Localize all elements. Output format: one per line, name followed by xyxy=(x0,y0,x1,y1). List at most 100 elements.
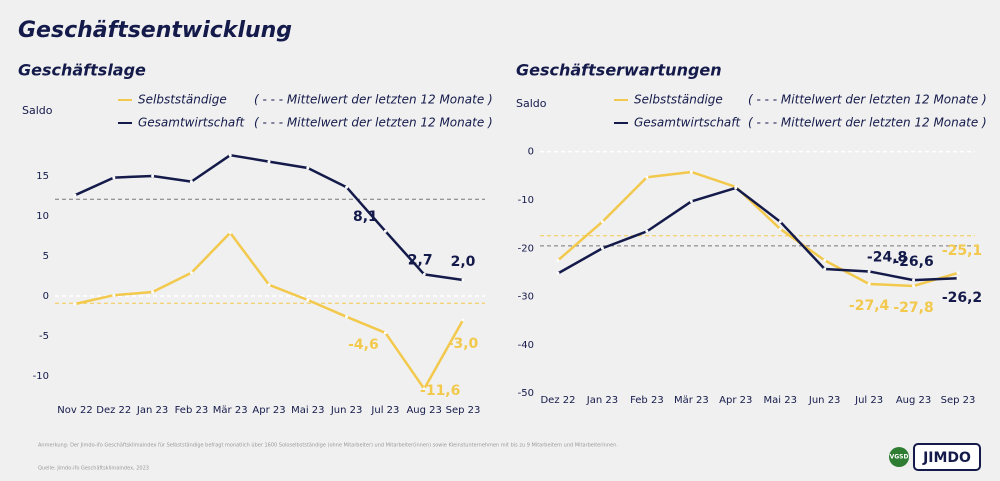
y-tick-label: 0 xyxy=(528,147,534,158)
value-label: -24,8 xyxy=(867,249,907,265)
data-point xyxy=(383,331,387,335)
x-tick-label: Sep 23 xyxy=(941,395,976,406)
x-tick-label: Feb 23 xyxy=(175,405,209,416)
data-point xyxy=(151,290,155,294)
chart-title: Geschäftserwartungen xyxy=(516,61,722,80)
x-tick-label: Dez 22 xyxy=(96,405,131,416)
data-point xyxy=(645,175,649,179)
legend-mean-label: ( - - - Mittelwert der letzten 12 Monate… xyxy=(748,93,987,107)
x-tick-label: Jul 23 xyxy=(370,405,399,416)
legend-label: Selbstständige xyxy=(634,93,723,107)
data-point xyxy=(689,199,693,203)
x-tick-label: Apr 23 xyxy=(719,395,752,406)
x-tick-label: Mai 23 xyxy=(764,395,797,406)
y-tick-label: -20 xyxy=(518,243,534,254)
data-point xyxy=(189,271,193,275)
data-point xyxy=(228,153,232,157)
legend-label: Selbstständige xyxy=(138,93,227,107)
value-label: 2,0 xyxy=(451,254,476,270)
y-tick-label: -30 xyxy=(518,292,534,303)
x-tick-label: Mär 23 xyxy=(674,395,709,406)
chart-title: Geschäftslage xyxy=(18,61,146,80)
x-tick-label: Mai 23 xyxy=(291,405,324,416)
x-tick-label: Sep 23 xyxy=(446,405,481,416)
data-point xyxy=(383,229,387,233)
x-tick-label: Aug 23 xyxy=(406,405,441,416)
data-point xyxy=(73,302,77,306)
y-tick-label: -40 xyxy=(518,340,534,351)
legend-mean-label: ( - - - Mittelwert der letzten 12 Monate… xyxy=(748,116,987,130)
data-point xyxy=(73,193,77,197)
legend-mean-label: ( - - - Mittelwert der letzten 12 Monate… xyxy=(254,93,493,107)
data-point xyxy=(734,186,738,190)
data-point xyxy=(867,282,871,286)
x-tick-label: Jun 23 xyxy=(808,395,841,406)
data-point xyxy=(823,267,827,271)
data-point xyxy=(228,231,232,235)
y-tick-label: 5 xyxy=(43,251,49,262)
data-point xyxy=(461,318,465,322)
series-line xyxy=(557,186,959,282)
value-label: -25,1 xyxy=(942,243,982,259)
y-tick-label: 15 xyxy=(36,171,49,182)
source: Quelle: Jimdo-ifo Geschäftsklimaindex, 2… xyxy=(38,466,149,472)
data-point xyxy=(823,258,827,262)
data-point xyxy=(306,166,310,170)
series-line xyxy=(74,231,465,391)
data-point xyxy=(267,160,271,164)
jimdo-logo xyxy=(913,443,981,471)
note: Anmerkung: Der Jimdo-ifo Geschäftsklimai… xyxy=(38,443,618,449)
x-tick-label: Jan 23 xyxy=(136,405,168,416)
value-label: -3,0 xyxy=(448,336,479,352)
value-label: 2,7 xyxy=(408,252,433,268)
value-label: -26,2 xyxy=(942,290,982,306)
data-point xyxy=(461,278,465,282)
data-point xyxy=(956,276,960,280)
series-line xyxy=(74,153,464,282)
data-point xyxy=(912,278,916,282)
data-point xyxy=(422,272,426,276)
value-label: -11,6 xyxy=(420,383,460,399)
jimdo-text: JIMDO xyxy=(922,450,971,466)
x-tick-label: Dez 22 xyxy=(540,395,575,406)
data-point xyxy=(189,180,193,184)
x-tick-label: Nov 22 xyxy=(57,405,92,416)
x-tick-label: Jul 23 xyxy=(854,395,883,406)
legend-label: Gesamtwirtschaft xyxy=(634,116,742,130)
data-point xyxy=(306,298,310,302)
data-point xyxy=(267,283,271,287)
y-axis-label: Saldo xyxy=(516,97,547,110)
value-label: -4,6 xyxy=(348,337,379,353)
x-tick-label: Jan 23 xyxy=(586,395,618,406)
y-tick-label: 10 xyxy=(36,211,49,222)
vgsd-logo xyxy=(889,447,909,467)
data-point xyxy=(345,315,349,319)
vgsd-text: VGSD xyxy=(890,454,909,461)
y-axis-label: Saldo xyxy=(22,104,53,117)
data-point xyxy=(689,170,693,174)
value-label: -26,6 xyxy=(893,254,933,270)
value-label: -27,4 xyxy=(849,298,890,314)
data-point xyxy=(112,176,116,180)
y-tick-label: -10 xyxy=(33,371,49,382)
data-point xyxy=(556,271,560,275)
data-point xyxy=(645,229,649,233)
y-tick-label: -50 xyxy=(518,388,534,399)
data-point xyxy=(778,220,782,224)
slide-title: Geschäftsentwicklung xyxy=(18,18,292,43)
data-point xyxy=(956,271,960,275)
x-tick-label: Apr 23 xyxy=(252,405,285,416)
data-point xyxy=(112,293,116,297)
data-point xyxy=(151,174,155,178)
data-point xyxy=(345,185,349,189)
data-point xyxy=(867,269,871,273)
x-tick-label: Feb 23 xyxy=(630,395,664,406)
y-tick-label: 0 xyxy=(43,291,49,302)
legend-label: Gesamtwirtschaft xyxy=(138,116,246,130)
value-label: 8,1 xyxy=(353,209,378,225)
x-tick-label: Aug 23 xyxy=(896,395,931,406)
x-tick-label: Jun 23 xyxy=(330,405,363,416)
x-tick-label: Mär 23 xyxy=(213,405,248,416)
data-point xyxy=(778,227,782,231)
